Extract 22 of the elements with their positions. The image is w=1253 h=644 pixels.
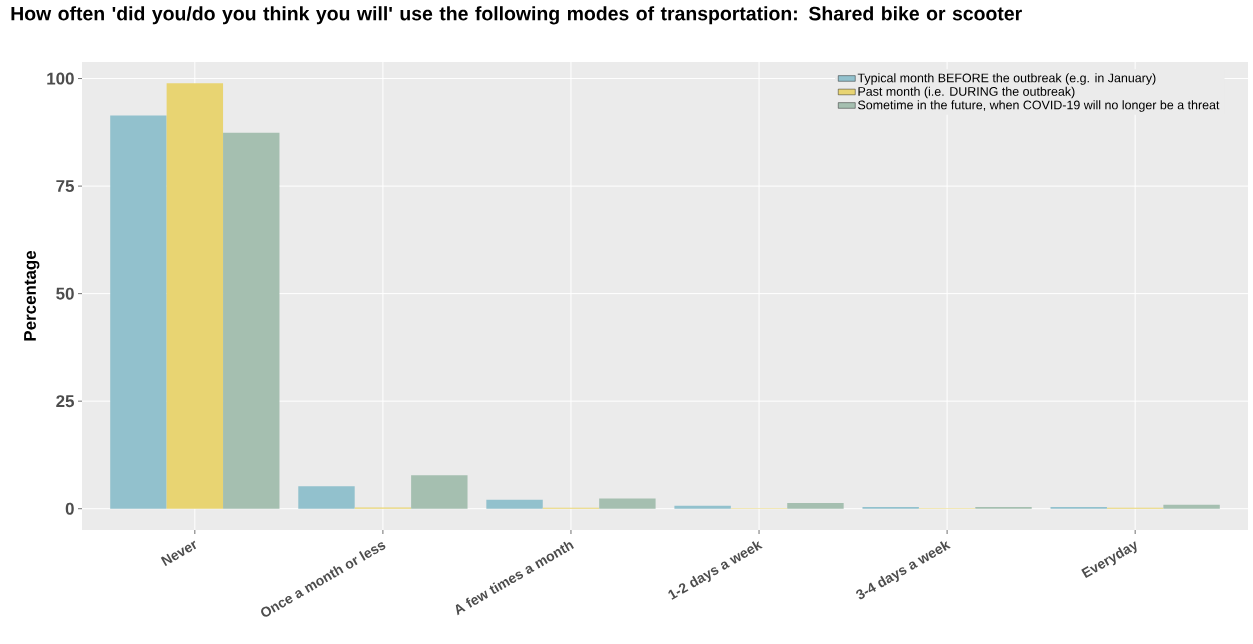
bar: [674, 505, 731, 509]
bar: [599, 498, 656, 509]
x-tick-label: 3-4 days a week: [856, 541, 951, 600]
legend-label: Typical month BEFORE the outbreak (e.g. in January): [857, 73, 1156, 85]
y-tick-label: 100: [47, 72, 74, 85]
y-tick-label: 25: [56, 395, 75, 408]
legend-label: Sometime in the future, when COVID-19 will no longer be a threat: [858, 100, 1220, 112]
bar: [787, 503, 844, 509]
y-tick-label: 0: [65, 502, 74, 515]
y-tick-label: 75: [56, 180, 75, 193]
chart-title: How often 'did you/do you think you will' use the following modes of transportation: Shared bike or scooter: [11, 6, 1022, 25]
y-tick-label: 50: [56, 287, 74, 300]
bar: [223, 132, 280, 509]
y-axis-title: Percentage: [24, 250, 40, 341]
bar: [166, 83, 224, 509]
bar: [110, 115, 167, 509]
bar: [411, 475, 468, 509]
bar: [298, 486, 355, 509]
bar: [1163, 504, 1220, 509]
x-tick-label: 1-2 days a week: [668, 541, 763, 600]
bar: [486, 499, 543, 509]
legend-label: Past month (i.e. DURING the outbreak): [858, 86, 1075, 99]
